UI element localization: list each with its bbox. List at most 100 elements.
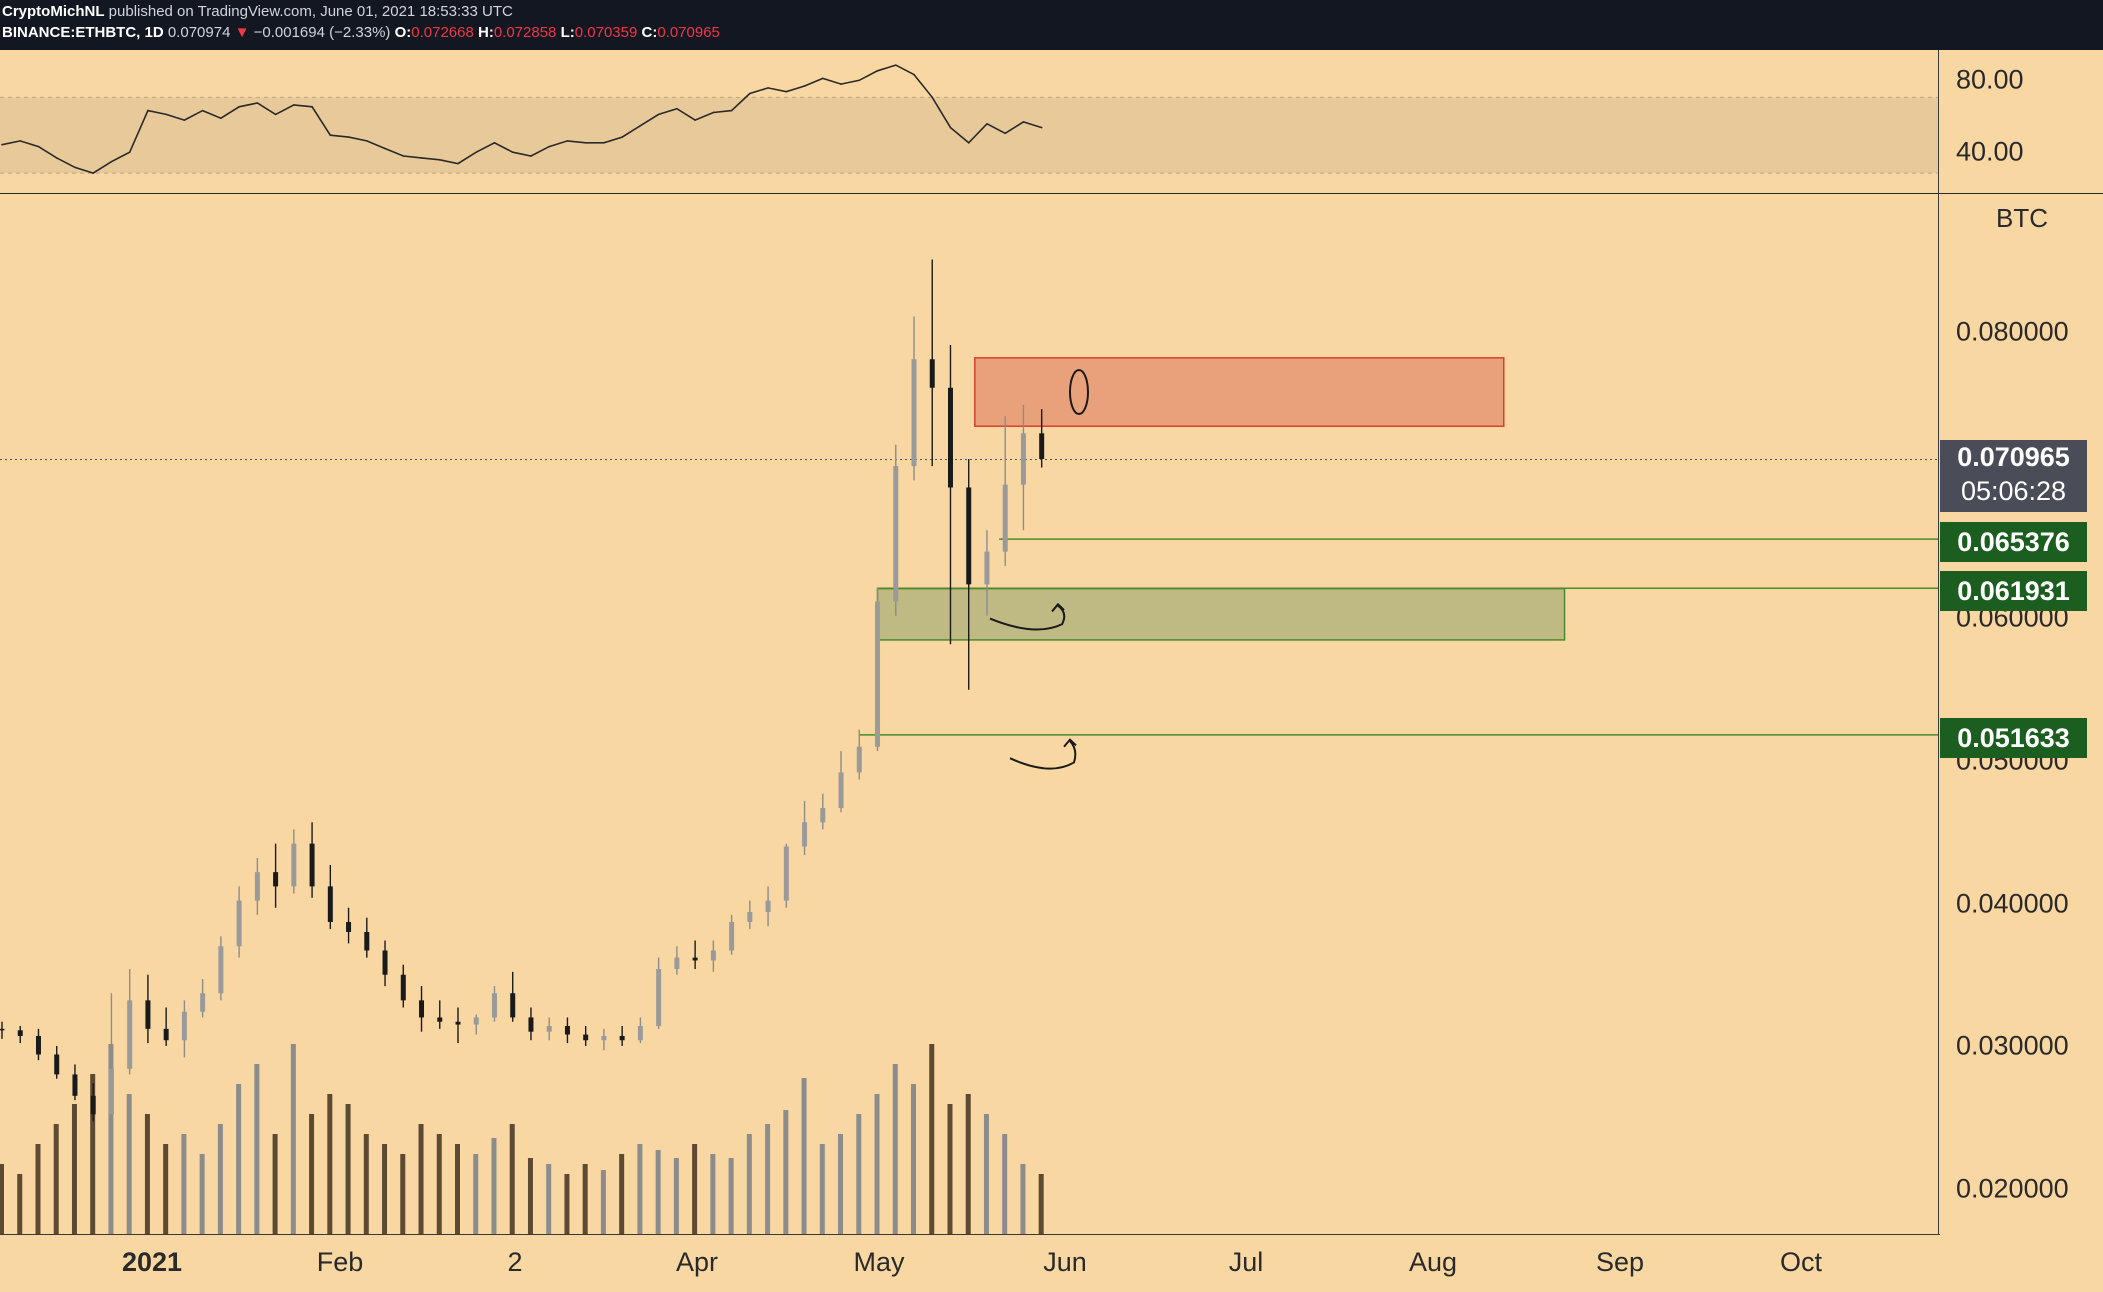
volume-bar	[911, 1084, 916, 1234]
rsi-point	[511, 151, 514, 154]
level-tag: 0.065376	[1940, 522, 2087, 562]
candle-body	[419, 1000, 425, 1018]
volume-bar	[983, 1114, 989, 1234]
price-axis-border	[1938, 50, 1939, 1234]
time-tick: 2021	[121, 1247, 183, 1277]
volume-bar	[1002, 1134, 1008, 1234]
volume-bar	[710, 1154, 716, 1234]
low-value: 0.070359	[574, 24, 638, 41]
rsi-point	[986, 123, 988, 125]
volume-bar	[746, 1134, 752, 1234]
candle-body	[710, 950, 716, 961]
volume-bar	[1038, 1174, 1044, 1234]
volume-bar	[509, 1124, 515, 1234]
rsi-point	[347, 136, 350, 138]
candle-body	[273, 872, 279, 887]
candle-body	[254, 872, 260, 901]
candle-body	[17, 1030, 23, 1036]
chart-header: CryptoMichNL published on TradingView.co…	[0, 0, 2103, 50]
price-tick: 0.020000	[1956, 1173, 2069, 1204]
candle-body	[346, 922, 352, 932]
rsi-point	[840, 83, 842, 85]
candle-body	[838, 772, 844, 809]
rsi-point	[785, 90, 788, 93]
low-label: L:	[560, 24, 575, 41]
volume-bar	[236, 1084, 242, 1234]
candle-body	[637, 1026, 643, 1041]
candle-body	[473, 1017, 479, 1025]
rsi-point	[293, 104, 295, 106]
candle-body	[947, 387, 953, 488]
rsi-point	[876, 70, 879, 72]
candle-body	[291, 843, 297, 887]
volume-bar	[144, 1114, 150, 1234]
last-price: 0.070965	[1957, 442, 2070, 472]
volume-bar	[0, 1164, 4, 1234]
candle-body	[875, 601, 881, 747]
rsi-point	[639, 124, 642, 127]
time-axis[interactable]: 2021 Feb 2 Apr May Jun Jul Aug Sep Oct	[0, 1234, 1940, 1292]
rsi-point	[493, 141, 496, 144]
volume-bar	[455, 1144, 460, 1234]
volume-bar	[1020, 1164, 1026, 1234]
volume-bar	[947, 1104, 953, 1234]
high-value: 0.072858	[493, 24, 557, 41]
candle-body	[309, 843, 315, 887]
candle-body	[765, 900, 771, 913]
candle-body	[200, 993, 206, 1012]
rsi-point	[603, 141, 605, 144]
rsi-point	[274, 113, 277, 116]
volume-bar	[619, 1154, 625, 1234]
candle-body	[108, 1068, 114, 1115]
candle-body	[856, 746, 862, 773]
rsi-tick: 40.00	[1956, 136, 2024, 167]
candle-body	[327, 886, 333, 922]
rsi-point	[329, 134, 332, 136]
publish-line: CryptoMichNL published on TradingView.co…	[2, 3, 513, 20]
rsi-point	[201, 109, 204, 112]
volume-bar	[199, 1154, 205, 1234]
candle-body	[692, 957, 698, 961]
candle-body	[1039, 433, 1045, 459]
candle-body	[163, 1028, 169, 1041]
candle-body	[911, 359, 917, 467]
rsi-point	[949, 126, 952, 129]
supply-zone	[974, 357, 1505, 427]
volume-bar	[491, 1138, 497, 1234]
candle-body	[236, 900, 242, 947]
rsi-point	[475, 151, 478, 154]
bounce-arrow-annotation	[989, 604, 1066, 631]
time-tick: Aug	[1408, 1247, 1458, 1277]
volume-bar	[728, 1158, 734, 1234]
rsi-point	[128, 151, 131, 154]
rsi-point	[74, 166, 76, 169]
rsi-band	[0, 97, 1938, 174]
candle-body	[564, 1026, 570, 1035]
close-label: C:	[641, 24, 658, 41]
rsi-point	[220, 117, 222, 119]
rsi-point	[1004, 132, 1006, 135]
rsi-point	[967, 141, 970, 144]
candle-body	[583, 1034, 589, 1041]
author-name[interactable]: CryptoMichNL	[2, 3, 105, 20]
pane-separator[interactable]	[0, 193, 2103, 194]
rsi-point	[858, 79, 861, 82]
volume-bar	[418, 1124, 424, 1234]
rsi-point	[402, 155, 405, 157]
volume-bar	[217, 1124, 223, 1234]
rsi-panel[interactable]	[0, 50, 1940, 192]
rsi-point	[1, 143, 3, 146]
volume-bar	[582, 1164, 588, 1234]
rsi-point	[55, 157, 58, 159]
price-chart[interactable]	[0, 194, 1940, 1234]
candle-body	[72, 1074, 78, 1096]
volume-bar	[673, 1158, 679, 1234]
rsi-point	[37, 145, 40, 148]
volume-bar	[345, 1104, 351, 1234]
symbol-label[interactable]: BINANCE:ETHBTC, 1D	[2, 24, 164, 41]
rsi-point	[311, 106, 313, 108]
rsi-point	[183, 119, 186, 121]
volume-bar	[692, 1144, 698, 1234]
candle-body	[674, 957, 680, 970]
arrow-head-icon	[1063, 738, 1077, 748]
